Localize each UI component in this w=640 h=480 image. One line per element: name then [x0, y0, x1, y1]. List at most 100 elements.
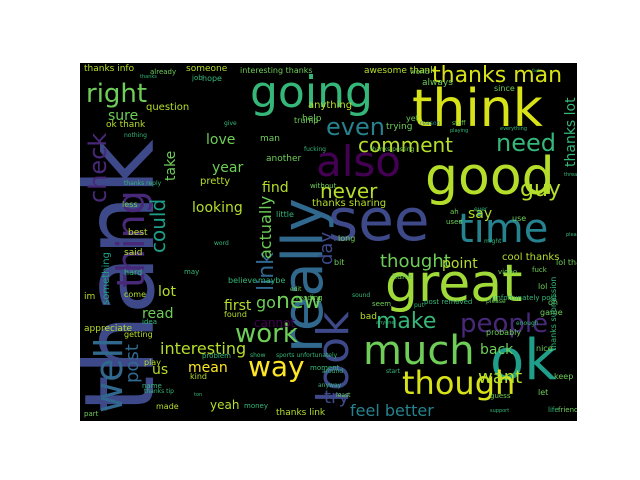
- word-another: another: [266, 154, 302, 164]
- word-oh: lol thanks: [556, 258, 577, 267]
- word-bit: long: [338, 234, 356, 243]
- word-thanks-man: thanks man: [432, 63, 563, 88]
- word-post: post: [122, 344, 143, 383]
- word-thread: everything: [500, 126, 527, 132]
- word-job: job: [192, 74, 203, 82]
- word-new: new: [276, 289, 322, 314]
- word-idea: getting: [124, 330, 153, 339]
- word-around: moment: [310, 364, 340, 372]
- word-hope: hope: [202, 74, 222, 83]
- word-word: little: [276, 210, 294, 219]
- word-post-removed: seem: [372, 300, 392, 308]
- word-please-contact: fact: [532, 68, 540, 73]
- word-interesting: interesting: [160, 339, 247, 358]
- word-pretty: pretty: [200, 176, 231, 187]
- word-want: want: [478, 367, 523, 388]
- word-maybe: believe: [228, 276, 258, 285]
- word-see: see: [328, 186, 430, 254]
- word-actually: actually: [256, 195, 275, 259]
- word-may: hard: [124, 268, 143, 277]
- word-comment: comment: [358, 133, 454, 157]
- word-sports-unfortunately: support: [490, 408, 510, 414]
- word-haha: probably: [486, 328, 522, 337]
- word-fucking: give: [224, 120, 237, 127]
- word-also: also: [316, 137, 401, 186]
- word-less: without: [310, 182, 337, 190]
- word-guess: let: [538, 388, 549, 397]
- word-thanks: nothing: [124, 132, 147, 139]
- word-long: word: [214, 240, 229, 247]
- word-kind: show: [250, 352, 266, 359]
- word-going: going: [250, 67, 373, 118]
- word-thanks-posting: thanks posting: [370, 146, 415, 153]
- word-friend: guess: [490, 392, 511, 400]
- word-ah: haha: [392, 272, 412, 281]
- word-thought: thought: [380, 251, 451, 272]
- word-everything: playing: [450, 128, 469, 134]
- word-lol-thanks: fuck: [532, 266, 547, 274]
- word-probably: unfortunately post: [492, 294, 557, 302]
- word-people: people: [460, 309, 549, 339]
- word-read: read: [142, 306, 174, 322]
- word-game: oh: [548, 298, 558, 307]
- word-anyone: thanks: [140, 74, 157, 80]
- word-take: take: [163, 150, 179, 181]
- word-edit: reading: [296, 294, 323, 302]
- word-ever: used: [446, 218, 463, 226]
- word-thanks-submission: please: [486, 298, 506, 305]
- word-enough: least: [336, 392, 351, 399]
- word-work: work: [235, 319, 298, 349]
- word-thanks-tip: part: [84, 410, 99, 418]
- word-moment: anyway: [318, 382, 342, 389]
- word-getting: found: [224, 310, 247, 319]
- word-nice: thanks submission: [549, 276, 558, 351]
- word-life: friend: [558, 406, 577, 414]
- word-least: start: [386, 368, 400, 375]
- word-though: though: [402, 364, 516, 402]
- word-lol: use: [512, 214, 527, 223]
- word-yet: yet: [406, 114, 419, 123]
- word-back: back: [480, 342, 514, 358]
- word-used: ah: [450, 208, 459, 216]
- word-check: check: [84, 132, 112, 203]
- word-put: bad: [360, 312, 377, 322]
- word-im: life: [548, 406, 559, 414]
- word-appreciate: come: [124, 290, 147, 299]
- word-thanks-lot: thanks lot: [563, 97, 577, 167]
- word-reading: idea: [142, 318, 157, 326]
- word-play: name: [142, 382, 162, 390]
- word-little: maybe: [258, 276, 286, 285]
- word-without: fucking: [304, 146, 326, 153]
- word-unfortunately-post: sound: [352, 292, 371, 299]
- word-time: time: [458, 206, 549, 252]
- word-give: stuff: [452, 120, 466, 127]
- word-fact: ton: [194, 392, 203, 398]
- word-start: around: [322, 368, 344, 375]
- word-please: game: [540, 308, 563, 317]
- word-ton: anyone: [376, 320, 395, 326]
- word-fuck: video: [498, 268, 518, 276]
- word-let: keep: [554, 372, 574, 381]
- word-lot: lot: [158, 284, 176, 300]
- word-guy: guy: [520, 177, 561, 202]
- word-hard: said: [124, 248, 143, 258]
- word-could: could: [146, 198, 170, 253]
- word-say: say: [468, 206, 493, 222]
- word-us: us: [152, 362, 169, 378]
- word-feel-better: feel better: [350, 401, 434, 420]
- word-awesome-thank: awesome thank: [364, 66, 436, 76]
- word-year: year: [212, 160, 244, 176]
- word-world: world: [410, 68, 430, 76]
- word-sound: put: [414, 302, 424, 309]
- word-ok-thank: ok thank: [106, 120, 146, 130]
- word-looking: looking: [192, 200, 243, 216]
- word-bad: edit: [290, 286, 302, 293]
- word-trump: trump: [294, 116, 319, 125]
- word-stuff: reason: [420, 120, 441, 127]
- word-part: money: [244, 402, 268, 410]
- word-much: much: [363, 328, 475, 374]
- word-find: find: [262, 180, 289, 196]
- word-go: go: [256, 293, 276, 312]
- word-sure: sure: [108, 108, 139, 124]
- word-money: made: [156, 402, 179, 411]
